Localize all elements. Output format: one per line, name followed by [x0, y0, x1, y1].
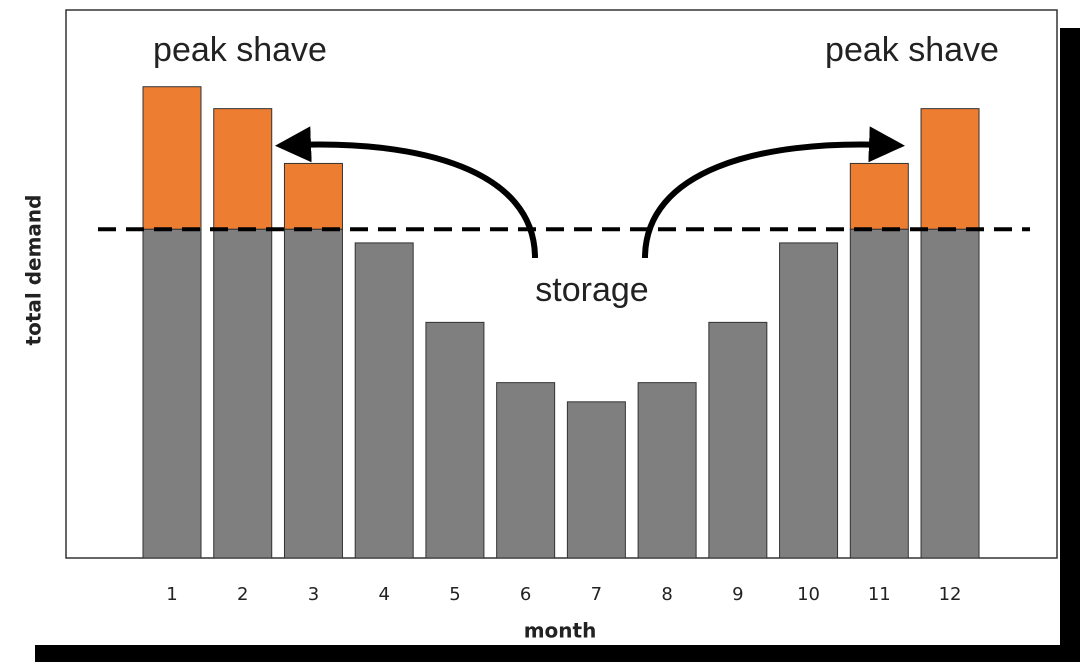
annotation: storage [535, 271, 648, 309]
bar-segment [920, 108, 980, 230]
x-tick-label: 3 [308, 584, 319, 605]
x-tick-label: 1 [166, 584, 177, 605]
annotation: peak shave [153, 31, 327, 69]
bar-segment [920, 228, 980, 559]
bar-segment [779, 242, 839, 559]
x-tick-label: 10 [797, 584, 820, 605]
bar-segment [849, 162, 909, 230]
bar-segment [213, 228, 273, 559]
annotation: peak shave [825, 31, 999, 69]
x-tick-label: 7 [591, 584, 602, 605]
x-tick-label: 9 [732, 584, 743, 605]
bar-segment [566, 401, 626, 559]
bar-segment [637, 382, 697, 559]
bar-segment [496, 382, 556, 559]
bar-segment [213, 108, 273, 230]
x-tick-label: 5 [449, 584, 460, 605]
y-axis-label: total demand [22, 195, 46, 346]
bar-segment [354, 242, 414, 559]
x-tick-label: 4 [378, 584, 389, 605]
x-tick-label: 6 [520, 584, 531, 605]
x-tick-label: 12 [939, 584, 962, 605]
x-tick-label: 2 [237, 584, 248, 605]
arrow [642, 126, 905, 259]
bar-segment [425, 321, 485, 559]
bar-segment [849, 228, 909, 559]
overlay [98, 126, 1030, 259]
bars [142, 86, 980, 559]
x-tick-label: 8 [661, 584, 672, 605]
bar-segment [142, 228, 202, 559]
arrow [275, 126, 538, 259]
x-axis-label: month [524, 619, 597, 643]
shadow [35, 645, 1080, 662]
shadow [1060, 28, 1080, 662]
bar-segment [142, 86, 202, 230]
bar-segment [283, 228, 343, 559]
x-tick-label: 11 [868, 584, 891, 605]
bar-segment [283, 162, 343, 230]
bar-segment [708, 321, 768, 559]
